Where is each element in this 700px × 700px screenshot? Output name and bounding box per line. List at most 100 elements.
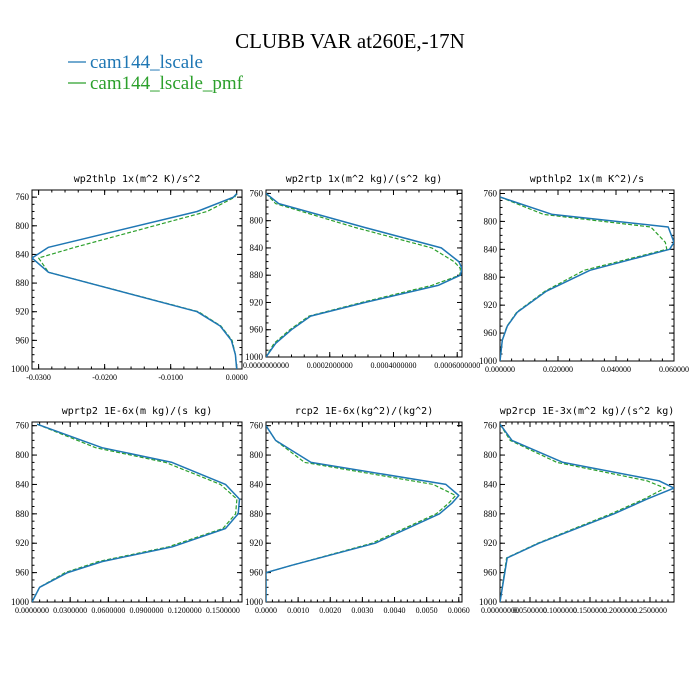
rcp2-x-tick-label: 0.0030 [351, 606, 373, 615]
wpthlp2-x-tick-label: 0.000000 [485, 365, 515, 374]
wp2rcp-y-tick-label: 760 [484, 421, 498, 431]
wp2rcp-x-tick-label: 0.0500000 [513, 606, 547, 615]
rcp2-x-tick-label: 0.0000 [255, 606, 277, 615]
wp2rtp-y-tick-label: 920 [250, 297, 264, 307]
panel-wprtp2: wprtp2 1E-6x(m kg)/(s kg) 760 800 840 880 920… [11, 406, 243, 615]
wp2thlp-x-tick-label: -0.0200 [92, 373, 117, 382]
wpthlp2-y-tick-label: 760 [484, 188, 498, 198]
figure-title: CLUBB VAR at260E,-17N [235, 29, 465, 53]
panel-rcp2: rcp2 1E-6x(kg^2)/(kg^2) 760 800 840 880 920 96… [245, 406, 470, 615]
wprtp2-y-tick-label: 800 [16, 450, 30, 460]
wp2rtp-x-tick-label: 0.0000000000 [243, 361, 289, 370]
panel-wp2thlp: wp2thlp 1x(m^2 K)/s^2 760 800 840 880 920 960 1… [11, 174, 248, 382]
wp2rcp-plot-frame [499, 421, 675, 603]
legend-label-lscale: cam144_lscale [90, 52, 203, 73]
wp2thlp-plot-frame [31, 189, 243, 370]
wp2rcp-x-tick-label: 0.1500000 [573, 606, 607, 615]
wprtp2-x-tick-label: 0.0000000 [15, 606, 49, 615]
wpthlp2-x-tick-label: 0.040000 [601, 365, 631, 374]
wp2rtp-x-tick-label: 0.0004000000 [370, 361, 416, 370]
rcp2-y-tick-label: 800 [250, 450, 264, 460]
wp2rtp-y-tick-label: 840 [250, 243, 264, 253]
wprtp2-plot-frame [31, 421, 243, 603]
wpthlp2-y-tick-label: 960 [484, 328, 498, 338]
wprtp2-y-tick-label: 1000 [11, 597, 30, 607]
wpthlp2-series-lscale [500, 196, 674, 361]
wprtp2-series-lscale-pmf [32, 423, 238, 602]
rcp2-series-lscale [266, 425, 460, 602]
rcp2-panel-title: rcp2 1E-6x(kg^2)/(kg^2) [295, 406, 433, 417]
wp2thlp-y-tick-label: 960 [16, 335, 30, 345]
rcp2-x-tick-label: 0.0020 [319, 606, 341, 615]
wp2thlp-x-tick-label: 0.0000 [226, 373, 248, 382]
wp2thlp-y-tick-label: 800 [16, 221, 30, 231]
wp2rtp-plot-frame [265, 189, 463, 358]
wp2rcp-y-tick-label: 880 [484, 509, 498, 519]
wp2rcp-y-tick-label: 800 [484, 450, 498, 460]
wprtp2-x-tick-label: 0.0300000 [53, 606, 87, 615]
rcp2-y-tick-label: 840 [250, 479, 264, 489]
wp2rcp-y-tick-label: 920 [484, 538, 498, 548]
rcp2-x-tick-label: 0.0060 [448, 606, 470, 615]
wp2rtp-y-tick-label: 1000 [245, 352, 264, 362]
legend-label-pmf: cam144_lscale_pmf [90, 73, 244, 94]
wpthlp2-panel-title: wpthlp2 1x(m K^2)/s [530, 174, 644, 185]
wprtp2-panel-title: wprtp2 1E-6x(m kg)/(s kg) [62, 406, 213, 417]
wpthlp2-y-tick-label: 1000 [479, 356, 498, 366]
panel-wp2rcp: wp2rcp 1E-3x(m^2 kg)/(s^2 kg)760 800 840 88… [479, 406, 675, 615]
wp2rcp-x-tick-label: 0.2500000 [633, 606, 667, 615]
wpthlp2-x-tick-label: 0.020000 [543, 365, 573, 374]
wp2rtp-series-lscale-pmf [266, 192, 461, 357]
wp2thlp-y-tick-label: 880 [16, 278, 30, 288]
wprtp2-x-tick-label: 0.1500000 [206, 606, 240, 615]
wpthlp2-plot-frame [499, 189, 675, 362]
wp2thlp-y-tick-label: 760 [16, 192, 30, 202]
wp2rcp-x-tick-label: 0.2000000 [603, 606, 637, 615]
rcp2-x-tick-label: 0.0050 [416, 606, 438, 615]
wp2rcp-series-lscale-pmf [500, 423, 666, 602]
wp2thlp-x-tick-label: -0.0100 [158, 373, 183, 382]
wprtp2-x-tick-label: 0.0600000 [91, 606, 125, 615]
wprtp2-x-tick-label: 0.1200000 [168, 606, 202, 615]
wpthlp2-x-tick-label: 0.060000 [659, 365, 689, 374]
legend: cam144_lscale cam144_lscale_pmf [68, 52, 244, 94]
wprtp2-y-tick-label: 960 [16, 568, 30, 578]
wp2rtp-y-tick-label: 760 [250, 188, 264, 198]
wp2rtp-y-tick-label: 960 [250, 325, 264, 335]
wprtp2-y-tick-label: 840 [16, 479, 30, 489]
wp2rcp-series-lscale [500, 423, 674, 602]
wp2rtp-x-tick-label: 0.0006000000 [434, 361, 480, 370]
rcp2-y-tick-label: 960 [250, 568, 264, 578]
wpthlp2-y-tick-label: 840 [484, 244, 498, 254]
wp2rcp-y-tick-label: 960 [484, 568, 498, 578]
wp2rcp-y-tick-label: 1000 [479, 597, 498, 607]
rcp2-x-tick-label: 0.0040 [384, 606, 406, 615]
rcp2-x-tick-label: 0.0010 [287, 606, 309, 615]
rcp2-y-tick-label: 920 [250, 538, 264, 548]
wp2rcp-panel-title: wp2rcp 1E-3x(m^2 kg)/(s^2 kg) [500, 406, 675, 417]
wpthlp2-y-tick-label: 800 [484, 216, 498, 226]
wprtp2-y-tick-label: 920 [16, 538, 30, 548]
wp2rcp-x-tick-label: 0.1000000 [543, 606, 577, 615]
rcp2-y-tick-label: 760 [250, 421, 264, 431]
wp2thlp-y-tick-label: 840 [16, 249, 30, 259]
wprtp2-y-tick-label: 760 [16, 421, 30, 431]
wp2thlp-y-tick-label: 1000 [11, 364, 30, 374]
wp2rtp-series-lscale [266, 192, 462, 357]
wpthlp2-y-tick-label: 880 [484, 272, 498, 282]
wp2thlp-series-lscale [32, 193, 238, 369]
wprtp2-series-lscale [32, 423, 241, 602]
rcp2-plot-frame [265, 421, 463, 603]
wp2rtp-y-tick-label: 880 [250, 270, 264, 280]
wp2rcp-x-tick-label: 0.00000000 [481, 606, 519, 615]
wp2rtp-x-tick-label: 0.0002000000 [307, 361, 353, 370]
wpthlp2-series-lscale-pmf [500, 196, 668, 361]
wprtp2-x-tick-label: 0.0900000 [130, 606, 164, 615]
wprtp2-y-tick-label: 880 [16, 509, 30, 519]
wp2thlp-x-tick-label: -0.0300 [26, 373, 51, 382]
wp2thlp-y-tick-label: 920 [16, 307, 30, 317]
panel-wpthlp2: wpthlp2 1x(m K^2)/s 760 800 840 880 920 960 100… [479, 174, 689, 374]
wp2rtp-y-tick-label: 800 [250, 216, 264, 226]
wp2rcp-y-tick-label: 840 [484, 479, 498, 489]
